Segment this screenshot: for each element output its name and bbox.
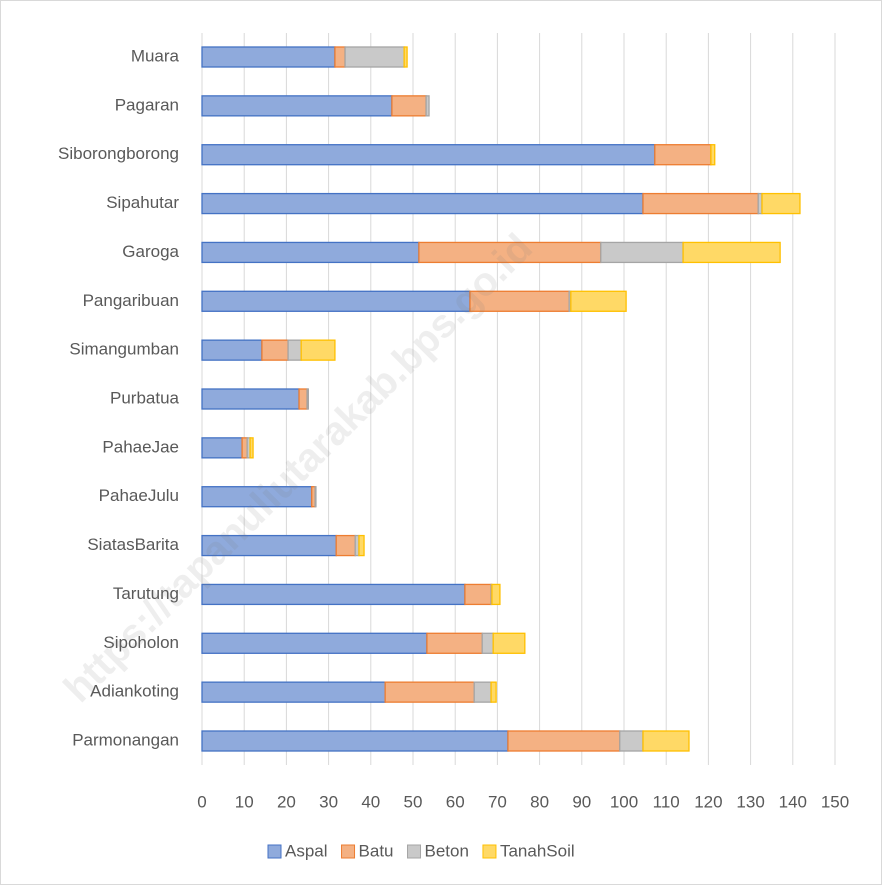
bar-segment: [570, 290, 627, 312]
legend-label: Beton: [425, 841, 469, 860]
bar-segment: [642, 192, 759, 215]
y-tick-label: SiatasBarita: [87, 535, 179, 554]
y-tick-label: Pagaran: [115, 95, 179, 114]
y-tick-label: Pangaribuan: [83, 291, 179, 310]
x-tick-label: 50: [404, 792, 423, 811]
bar-segment: [201, 339, 263, 361]
x-tick-label: 40: [361, 792, 380, 811]
bar-segment: [654, 144, 712, 166]
y-tick-label: Siborongborong: [58, 144, 179, 163]
bar-segment: [201, 241, 420, 264]
bar-segment: [481, 632, 494, 654]
bar-segment: [287, 339, 302, 361]
legend-label: Batu: [359, 841, 394, 860]
bar-segment: [334, 46, 346, 68]
y-tick-label: Tarutung: [113, 584, 179, 603]
x-tick-label: 70: [488, 792, 507, 811]
legend-swatch: [341, 844, 356, 859]
legend-swatch: [407, 844, 422, 859]
x-tick-label: 10: [235, 792, 254, 811]
bar-segment: [241, 437, 248, 459]
bar-segment: [682, 241, 781, 264]
bar-segment: [600, 241, 684, 264]
bar-segment: [425, 95, 430, 117]
bar-segment: [492, 632, 526, 654]
x-tick-label: 150: [821, 792, 849, 811]
y-tick-label: PahaeJulu: [99, 486, 179, 505]
bar-segment: [490, 681, 497, 703]
bar-segment: [464, 583, 492, 606]
x-tick-label: 120: [694, 792, 722, 811]
y-tick-label: Garoga: [122, 242, 179, 261]
bar-segment: [391, 95, 427, 117]
y-tick-label: Adiankoting: [90, 682, 179, 701]
bar-segment: [507, 730, 621, 752]
bar-segment: [249, 437, 254, 459]
bar-segment: [619, 730, 644, 752]
x-tick-label: 130: [736, 792, 764, 811]
x-tick-label: 60: [446, 792, 465, 811]
bar-segment: [201, 632, 428, 654]
bar-segment: [491, 583, 501, 606]
bar-segment: [201, 144, 656, 166]
bar-segment: [306, 388, 309, 410]
bar-segment: [300, 339, 336, 361]
bar-segment: [201, 437, 243, 459]
bar-segment: [298, 388, 308, 410]
y-tick-label: Parmonangan: [72, 730, 179, 749]
bar-segment: [384, 681, 475, 703]
bar-segment: [335, 534, 356, 557]
bar-segment: [201, 95, 393, 117]
legend-swatch: [482, 844, 497, 859]
legend-label: Aspal: [285, 841, 328, 860]
bar-segment: [261, 339, 289, 361]
bar-segment: [201, 730, 509, 752]
x-tick-label: 80: [530, 792, 549, 811]
bar-segment: [201, 681, 386, 703]
y-tick-label: Sipoholon: [103, 633, 179, 652]
bar-segment: [761, 192, 801, 215]
x-tick-label: 90: [572, 792, 591, 811]
y-tick-label: Purbatua: [110, 388, 180, 407]
bar-segment: [201, 583, 466, 606]
x-tick-label: 140: [779, 792, 807, 811]
x-tick-label: 110: [653, 792, 680, 811]
bar-segment: [403, 46, 408, 68]
x-tick-label: 20: [277, 792, 296, 811]
legend-label: TanahSoil: [500, 841, 575, 860]
bar-segment: [710, 144, 716, 166]
bar-segment: [201, 46, 336, 68]
bar-segment: [314, 486, 317, 508]
bar-segment: [344, 46, 405, 68]
y-tick-label: Muara: [131, 46, 180, 65]
y-tick-label: Sipahutar: [106, 193, 179, 212]
legend-swatch: [267, 844, 282, 859]
y-tick-label: Simangumban: [69, 340, 179, 359]
bar-segment: [473, 681, 492, 703]
x-tick-label: 30: [319, 792, 338, 811]
bar-segment: [426, 632, 483, 654]
x-tick-label: 0: [197, 792, 206, 811]
bar-segment: [642, 730, 690, 752]
bar-segment: [201, 388, 300, 410]
bar-segment: [358, 534, 365, 557]
y-tick-label: PahaeJae: [102, 437, 179, 456]
bar-segment: [201, 192, 644, 215]
x-tick-label: 100: [610, 792, 638, 811]
